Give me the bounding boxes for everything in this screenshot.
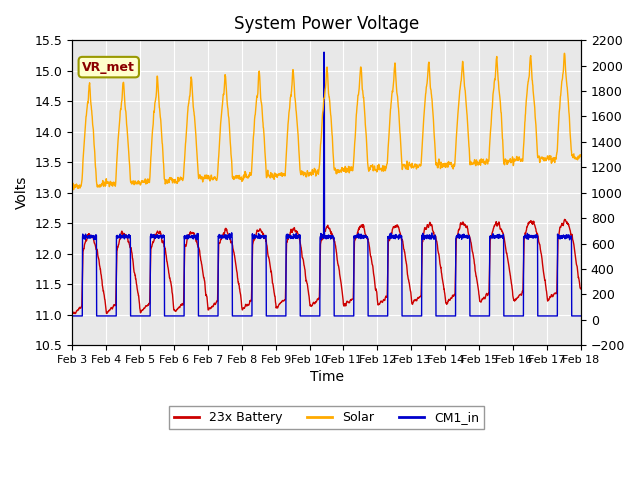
Y-axis label: Volts: Volts [15, 176, 29, 209]
Legend: 23x Battery, Solar, CM1_in: 23x Battery, Solar, CM1_in [169, 407, 484, 430]
Text: VR_met: VR_met [83, 60, 135, 73]
Title: System Power Voltage: System Power Voltage [234, 15, 419, 33]
X-axis label: Time: Time [310, 371, 344, 384]
